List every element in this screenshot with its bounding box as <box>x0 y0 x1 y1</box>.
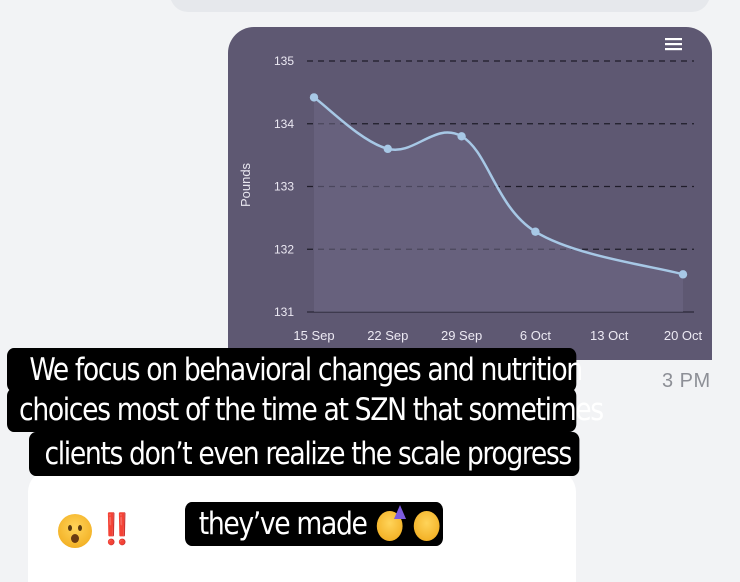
caption-line-3: clients don’t even realize the scale pro… <box>29 432 580 476</box>
caption-line-1: We focus on behavioral changes and nutri… <box>7 348 583 392</box>
y-tick-labels: 135 134 133 132 131 <box>274 54 294 319</box>
hamburger-menu-icon[interactable] <box>665 38 682 51</box>
data-point[interactable] <box>309 93 319 102</box>
y-tick-label: 134 <box>274 117 294 131</box>
series-area <box>314 97 683 313</box>
caption-line-2: choices most of the time at SZN that som… <box>7 388 604 432</box>
series-points <box>309 93 688 279</box>
x-tick-label: 15 Sep <box>293 328 334 343</box>
y-tick-label: 135 <box>274 54 294 68</box>
reply-text: ‼️ <box>98 513 135 546</box>
x-tick-label: 22 Sep <box>367 328 408 343</box>
caption-line-4-text: they’ve made <box>198 506 368 542</box>
message-timestamp: 3 PM <box>662 370 711 392</box>
y-tick-label: 132 <box>274 242 294 256</box>
caption-line-1-text: We focus on behavioral changes and nutri… <box>29 352 583 388</box>
x-tick-labels: 15 Sep 22 Sep 29 Sep 6 Oct 13 Oct 20 Oct <box>293 328 702 343</box>
data-point[interactable] <box>531 227 540 236</box>
data-point[interactable] <box>678 270 688 279</box>
x-tick-label: 29 Sep <box>441 328 482 343</box>
x-tick-label: 6 Oct <box>520 328 551 343</box>
weight-chart-card[interactable]: 135 134 133 132 131 15 Sep 22 Sep 29 Sep 6 Oct 1… <box>228 27 712 360</box>
astonished-face-icon <box>413 510 440 541</box>
x-tick-label: 20 Oct <box>664 328 703 343</box>
caption-line-2-text: choices most of the time at SZN that som… <box>19 392 604 428</box>
series-line <box>313 96 684 276</box>
x-tick-label: 13 Oct <box>590 328 629 343</box>
partying-face-icon <box>377 504 407 541</box>
data-point[interactable] <box>457 132 466 141</box>
astonished-face-icon <box>58 514 92 549</box>
y-tick-label: 131 <box>274 305 294 319</box>
data-point[interactable] <box>383 144 392 154</box>
y-axis-label: Pounds <box>238 162 253 207</box>
reply-message: ‼️ <box>58 512 135 549</box>
previous-message-bubble <box>170 0 710 12</box>
story-caption: We focus on behavioral changes and nutri… <box>7 348 669 554</box>
caption-line-3-text: clients don’t even realize the scale pro… <box>44 436 572 472</box>
caption-line-4: they’ve made <box>185 502 443 546</box>
y-tick-label: 133 <box>274 180 294 194</box>
